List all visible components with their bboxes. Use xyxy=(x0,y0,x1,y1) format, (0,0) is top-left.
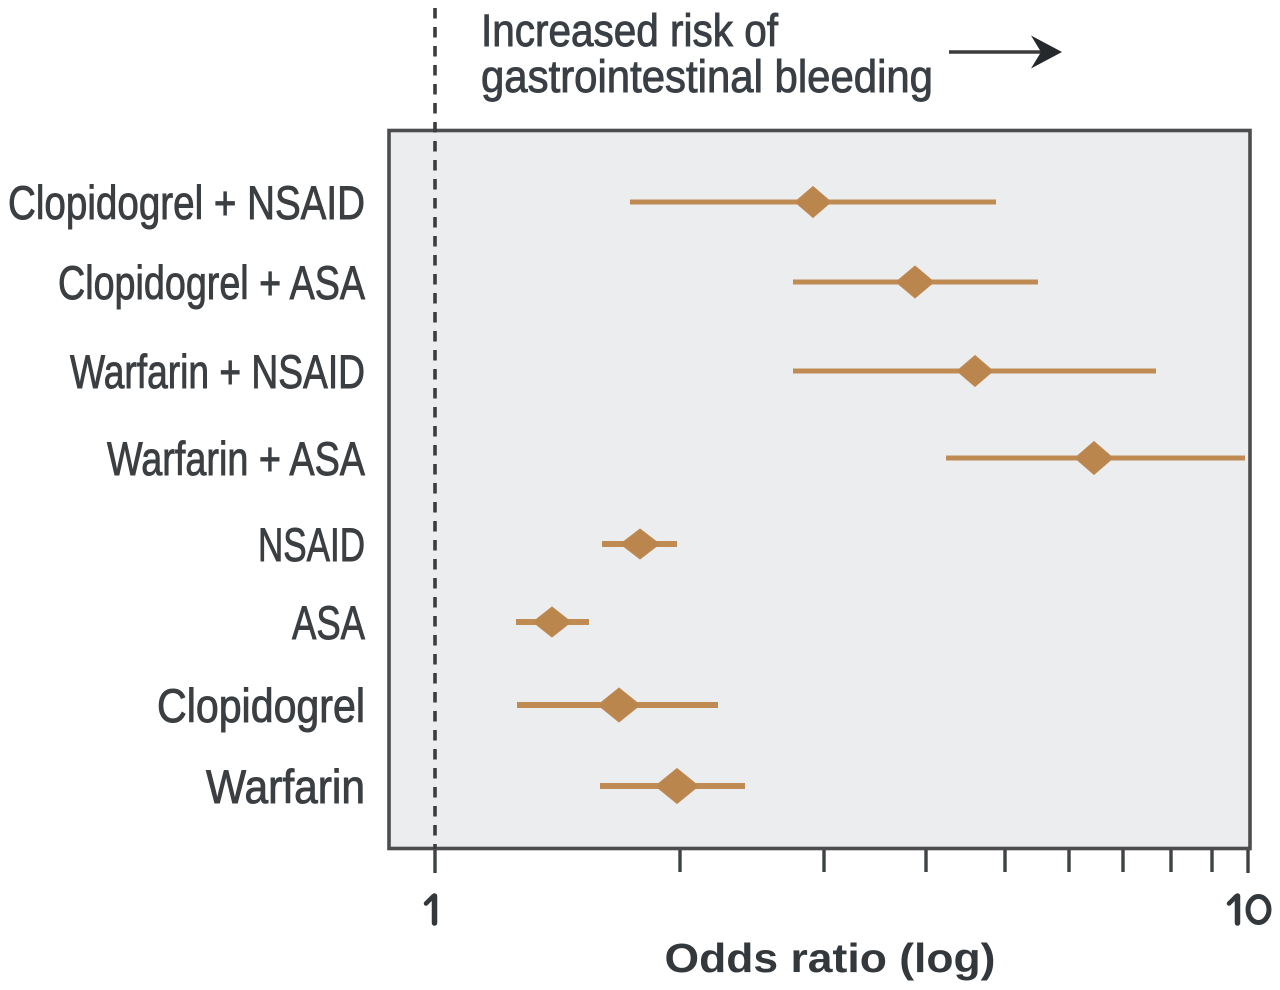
svg-text:Odds ratio (log): Odds ratio (log) xyxy=(665,935,996,981)
svg-text:gastrointestinal bleeding: gastrointestinal bleeding xyxy=(481,51,933,102)
svg-text:Warfarin + ASA: Warfarin + ASA xyxy=(107,432,366,485)
svg-text:Clopidogrel + NSAID: Clopidogrel + NSAID xyxy=(8,176,365,229)
svg-text:ASA: ASA xyxy=(292,596,366,649)
svg-text:Clopidogrel + ASA: Clopidogrel + ASA xyxy=(58,256,366,309)
svg-text:Increased risk of: Increased risk of xyxy=(481,5,778,56)
svg-text:Clopidogrel: Clopidogrel xyxy=(157,679,365,732)
svg-text:NSAID: NSAID xyxy=(258,518,365,571)
svg-text:Warfarin + NSAID: Warfarin + NSAID xyxy=(70,345,365,398)
svg-text:Warfarin: Warfarin xyxy=(206,760,365,813)
